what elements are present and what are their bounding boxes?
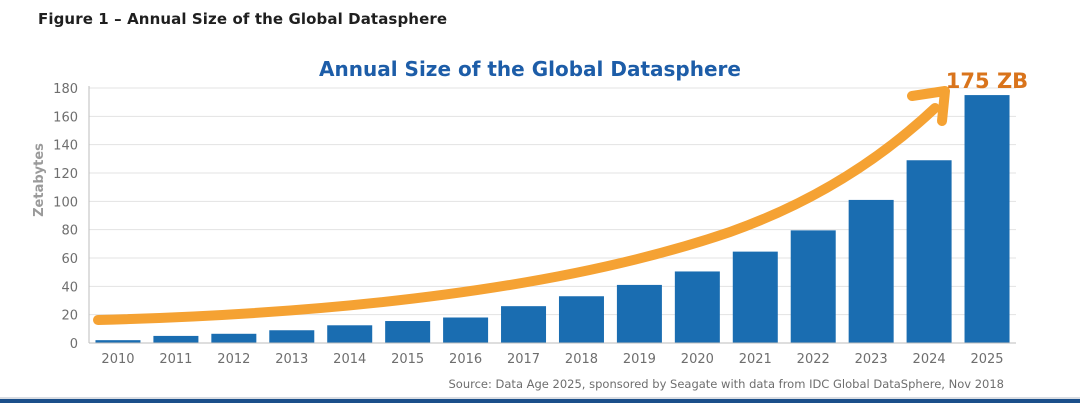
y-tick-label: 140 [53,139,78,154]
x-tick-label-2010: 2010 [101,352,134,367]
chart-title: Annual Size of the Global Datasphere [319,57,741,81]
x-tick-label-2014: 2014 [333,352,366,367]
bar-2020 [674,271,720,343]
source-note: Source: Data Age 2025, sponsored by Seag… [449,377,1005,391]
x-tick-label-2012: 2012 [217,352,250,367]
bottom-rule-light [0,397,1080,399]
x-tick-label-2024: 2024 [913,352,946,367]
y-tick-label: 80 [61,224,78,239]
bar-2025 [964,95,1010,343]
y-tick-label: 100 [53,195,78,210]
y-tick-label: 180 [53,82,78,97]
bars [95,95,1010,343]
bar-2017 [501,306,547,343]
x-axis-ticks: 2010 2011 2012 2013 2014 2015 2016 2017 2018 2019… [101,352,1003,367]
x-tick-label-2023: 2023 [855,352,888,367]
callout-175zb: 175 ZB [946,69,1028,93]
y-tick-label: 40 [61,280,78,295]
bar-2021 [732,251,778,343]
x-tick-label-2016: 2016 [449,352,482,367]
figure-label: Figure 1 – Annual Size of the Global Dat… [38,10,448,28]
bar-2023 [848,199,894,343]
x-tick-label-2021: 2021 [739,352,772,367]
growth-arrowhead-icon [907,86,950,126]
y-tick-label: 0 [70,337,78,352]
x-tick-label-2018: 2018 [565,352,598,367]
bar-2022 [790,230,836,343]
x-tick-label-2022: 2022 [797,352,830,367]
y-tick-label: 160 [53,110,78,125]
bar-2010 [95,340,141,343]
bar-2019 [616,284,662,343]
y-tick-label: 20 [61,309,78,324]
bar-2015 [385,321,431,343]
bar-2013 [269,330,315,343]
x-tick-label-2025: 2025 [970,352,1003,367]
y-tick-label: 120 [53,167,78,182]
x-tick-label-2015: 2015 [391,352,424,367]
growth-arrow [93,103,940,325]
x-tick-label-2019: 2019 [623,352,656,367]
bar-2012 [211,333,257,343]
bar-2014 [327,325,373,343]
bar-2024 [906,160,952,343]
y-tick-label: 60 [61,252,78,267]
x-tick-label-2013: 2013 [275,352,308,367]
x-tick-label-2017: 2017 [507,352,540,367]
y-axis-label: Zetabytes [32,143,47,217]
bar-2016 [443,317,489,343]
x-tick-label-2020: 2020 [681,352,714,367]
bar-2011 [153,335,199,343]
y-axis-ticks: 0 20 40 60 80 100 120 140 160 180 [53,82,78,352]
bar-2018 [558,296,604,343]
x-tick-label-2011: 2011 [159,352,192,367]
bottom-rule [0,399,1080,403]
